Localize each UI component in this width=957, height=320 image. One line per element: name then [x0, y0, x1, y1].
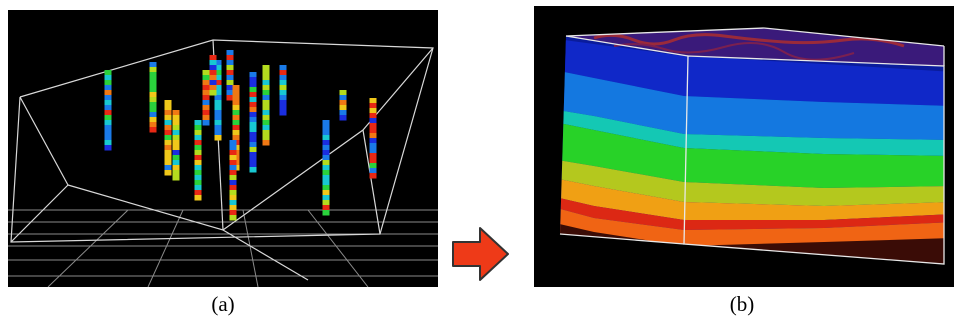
- well-log: [209, 55, 217, 96]
- well-log: [172, 110, 180, 181]
- well-log: [339, 90, 347, 121]
- floor-grid: [8, 209, 438, 287]
- stratum-layer: [560, 174, 944, 220]
- stratum-layer: [560, 36, 944, 106]
- strata-layers: [560, 36, 944, 264]
- top-surface: [566, 28, 944, 66]
- well-log: [322, 120, 330, 216]
- well-log-canvas: [8, 39, 438, 287]
- well-log: [194, 150, 202, 201]
- caption-a: (a): [211, 292, 235, 316]
- well-log: [202, 70, 210, 126]
- layer-model-view: [534, 6, 954, 287]
- well-log-view: [8, 10, 438, 287]
- stratum-layer: [560, 156, 944, 206]
- well-log: [369, 98, 377, 179]
- model-frame: [559, 27, 945, 265]
- well-log: [149, 62, 157, 133]
- well-logs: [104, 50, 377, 221]
- well-log: [214, 60, 222, 141]
- right-arrow-icon: [450, 225, 512, 283]
- layer-model-canvas: [559, 27, 945, 265]
- stratum-layer: [560, 66, 944, 140]
- caption-b: (b): [729, 292, 755, 316]
- well-log: [164, 100, 172, 176]
- well-log: [249, 72, 257, 173]
- well-log: [279, 65, 287, 116]
- well-log: [262, 65, 270, 146]
- well-log: [104, 70, 112, 151]
- stratum-layer: [560, 192, 944, 230]
- stratum-layer: [560, 118, 944, 188]
- stratum-layer: [560, 106, 944, 156]
- well-log: [229, 140, 237, 221]
- well-log: [226, 50, 234, 101]
